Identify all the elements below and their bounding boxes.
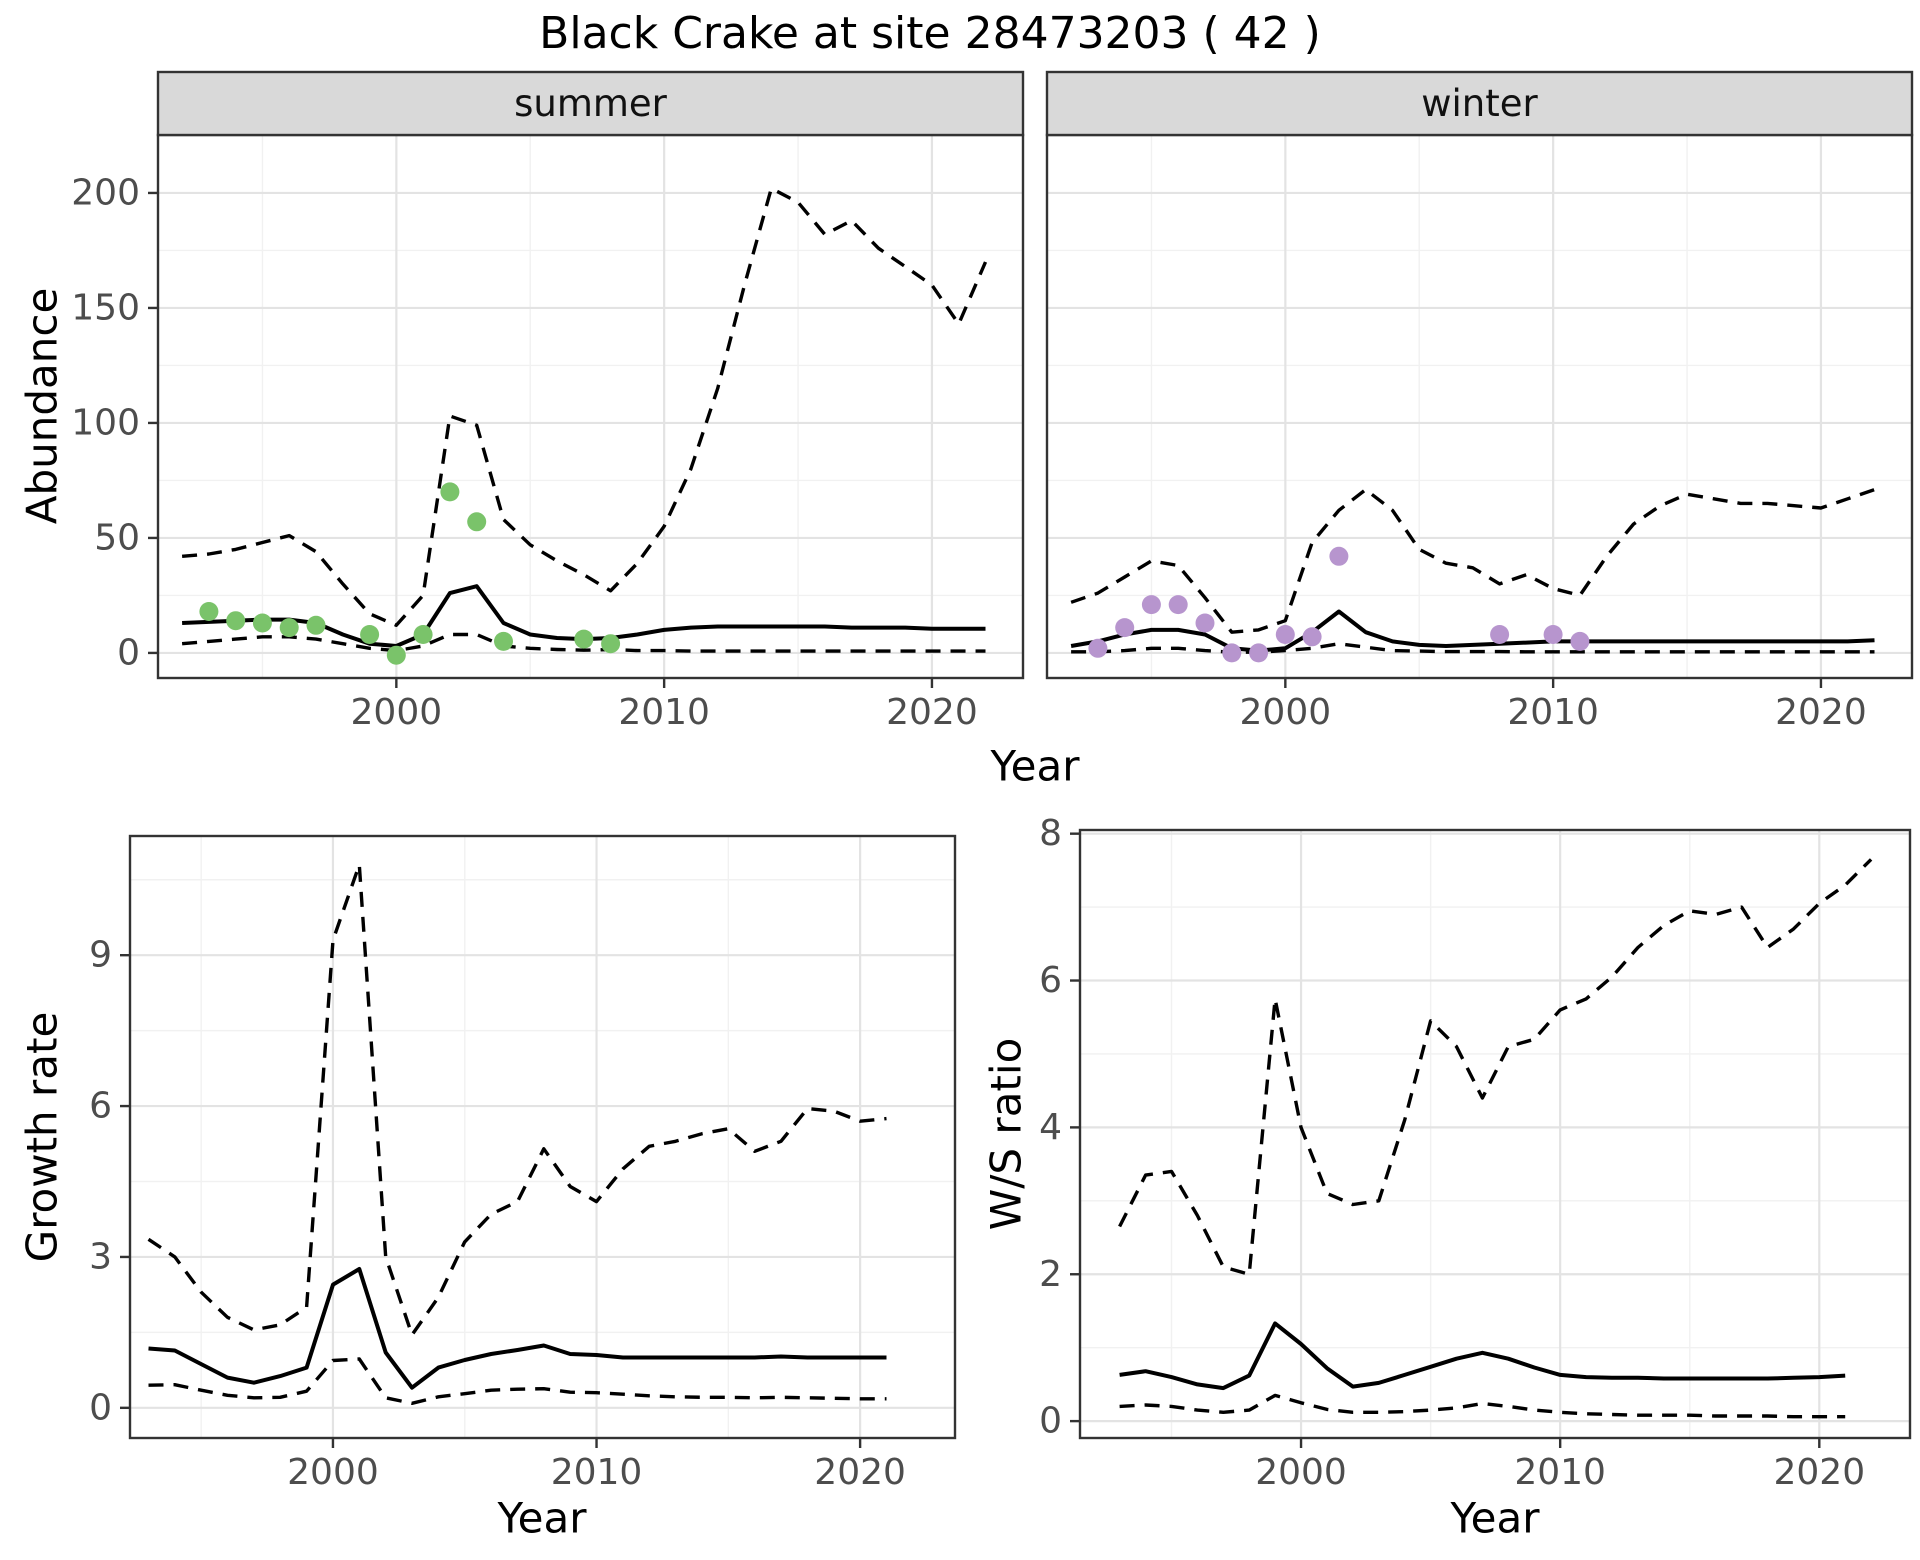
y-tick-label: 100 xyxy=(71,402,140,443)
x-tick-label: 2000 xyxy=(351,692,443,733)
y-tick-label: 200 xyxy=(71,172,140,213)
panel-abundance-winter: 2000 2010 2020 xyxy=(1045,70,1914,733)
panel-background xyxy=(158,135,1023,678)
observation-point xyxy=(413,625,433,644)
x-tick-label: 2000 xyxy=(1255,1452,1347,1493)
growth-rate-lower-ci-line xyxy=(148,1357,887,1406)
observation-point xyxy=(1570,631,1590,651)
axis-ticks: 2000 2010 2020 xyxy=(1240,678,1867,733)
axis-ticks: 2000 2010 2020 0 3 6 9 xyxy=(89,935,906,1493)
observation-point xyxy=(494,631,513,651)
observation-point xyxy=(279,618,299,638)
observation-point xyxy=(1115,618,1135,638)
series-group xyxy=(147,863,887,1406)
y-tick-label: 0 xyxy=(89,1387,112,1428)
observation-point xyxy=(440,482,460,502)
observation-point xyxy=(1168,595,1188,615)
summer-observations xyxy=(199,482,621,665)
gridlines xyxy=(158,135,1023,678)
observation-point xyxy=(574,629,594,649)
observation-point xyxy=(199,602,219,621)
panel-background xyxy=(1047,135,1912,678)
axis-ticks: 2000 2010 2020 0 50 100 150 200 xyxy=(71,172,977,733)
y-tick-label: 2 xyxy=(1039,1254,1062,1295)
x-tick-label: 2010 xyxy=(551,1452,643,1493)
observation-point xyxy=(306,615,326,635)
y-tick-label: 8 xyxy=(1039,813,1062,854)
observation-point xyxy=(360,625,380,644)
panel-border xyxy=(1078,828,1912,1440)
observation-point xyxy=(1249,643,1269,663)
observation-point xyxy=(1543,625,1563,644)
y-axis-title-abundance: Abundance xyxy=(17,287,67,525)
x-tick-label: 2010 xyxy=(1507,692,1599,733)
panel-background xyxy=(130,836,955,1438)
y-tick-label: 3 xyxy=(89,1236,112,1277)
x-tick-label: 2020 xyxy=(814,1452,906,1493)
observation-point xyxy=(252,613,272,633)
observation-point xyxy=(467,512,487,532)
ws-ratio-median-line xyxy=(1119,1321,1846,1391)
x-tick-label: 2010 xyxy=(618,692,710,733)
abundance-winter-lower-ci-line xyxy=(1071,642,1875,654)
observation-point xyxy=(1275,625,1295,644)
facet-strip-label-winter: winter xyxy=(1421,82,1538,125)
ws-ratio-upper-ci-line xyxy=(1118,858,1873,1277)
y-tick-label: 0 xyxy=(117,632,140,673)
observation-point xyxy=(1141,595,1161,615)
growth-rate-median-line xyxy=(148,1267,887,1390)
observation-point xyxy=(226,611,246,631)
observation-point xyxy=(601,634,621,654)
gridlines xyxy=(1047,135,1912,678)
x-tick-label: 2020 xyxy=(886,692,978,733)
winter-observations xyxy=(1088,546,1590,663)
panel-ws-ratio: 2000 2010 2020 0 2 4 6 8 xyxy=(1039,813,1912,1493)
y-axis-title-ws-ratio: W/S ratio xyxy=(981,1037,1031,1231)
observation-point xyxy=(1088,638,1108,658)
observation-point xyxy=(1302,627,1322,647)
gridlines xyxy=(1080,830,1910,1438)
x-axis-title-year-bottom-right: Year xyxy=(1450,1493,1540,1543)
facet-strip xyxy=(156,70,1025,137)
x-tick-label: 2020 xyxy=(1773,1452,1865,1493)
y-tick-label: 4 xyxy=(1039,1107,1062,1148)
observation-point xyxy=(386,645,406,665)
x-tick-label: 2020 xyxy=(1775,692,1867,733)
x-tick-label: 2000 xyxy=(1240,692,1332,733)
panel-growth-rate: 2000 2010 2020 0 3 6 9 xyxy=(89,834,957,1493)
y-tick-label: 0 xyxy=(1039,1401,1062,1442)
x-tick-label: 2000 xyxy=(287,1452,379,1493)
series-group xyxy=(181,186,988,665)
ws-ratio-lower-ci-line xyxy=(1119,1393,1846,1419)
abundance-winter-upper-ci-line xyxy=(1070,487,1876,634)
facet-strip xyxy=(1045,70,1914,137)
y-axis-title-growth-rate: Growth rate xyxy=(17,1011,67,1263)
y-tick-label: 6 xyxy=(89,1086,112,1127)
x-tick-label: 2010 xyxy=(1514,1452,1606,1493)
axis-ticks: 2000 2010 2020 0 2 4 6 8 xyxy=(1039,813,1865,1493)
observation-point xyxy=(1329,546,1349,566)
observation-point xyxy=(1195,613,1215,633)
panel-border xyxy=(128,834,957,1440)
series-group xyxy=(1070,487,1876,663)
facet-strip-label-summer: summer xyxy=(514,82,667,125)
y-tick-label: 6 xyxy=(1039,960,1062,1001)
observation-point xyxy=(1222,643,1242,663)
series-group xyxy=(1118,858,1873,1419)
growth-rate-upper-ci-line xyxy=(147,863,887,1337)
y-tick-label: 150 xyxy=(71,287,140,328)
chart-title: Black Crake at site 28473203 ( 42 ) xyxy=(539,8,1321,59)
x-axis-title-year-top: Year xyxy=(990,741,1080,791)
abundance-summer-lower-ci-line xyxy=(181,632,986,653)
abundance-winter-median-line xyxy=(1070,609,1875,653)
x-axis-title-year-bottom-left: Year xyxy=(497,1493,587,1543)
observation-point xyxy=(1490,625,1510,644)
y-tick-label: 50 xyxy=(94,517,140,558)
panel-abundance-summer: 2000 2010 2020 0 50 100 150 200 xyxy=(71,70,1025,733)
gridlines xyxy=(130,836,955,1438)
panel-background xyxy=(1080,830,1910,1438)
y-tick-label: 9 xyxy=(89,935,112,976)
